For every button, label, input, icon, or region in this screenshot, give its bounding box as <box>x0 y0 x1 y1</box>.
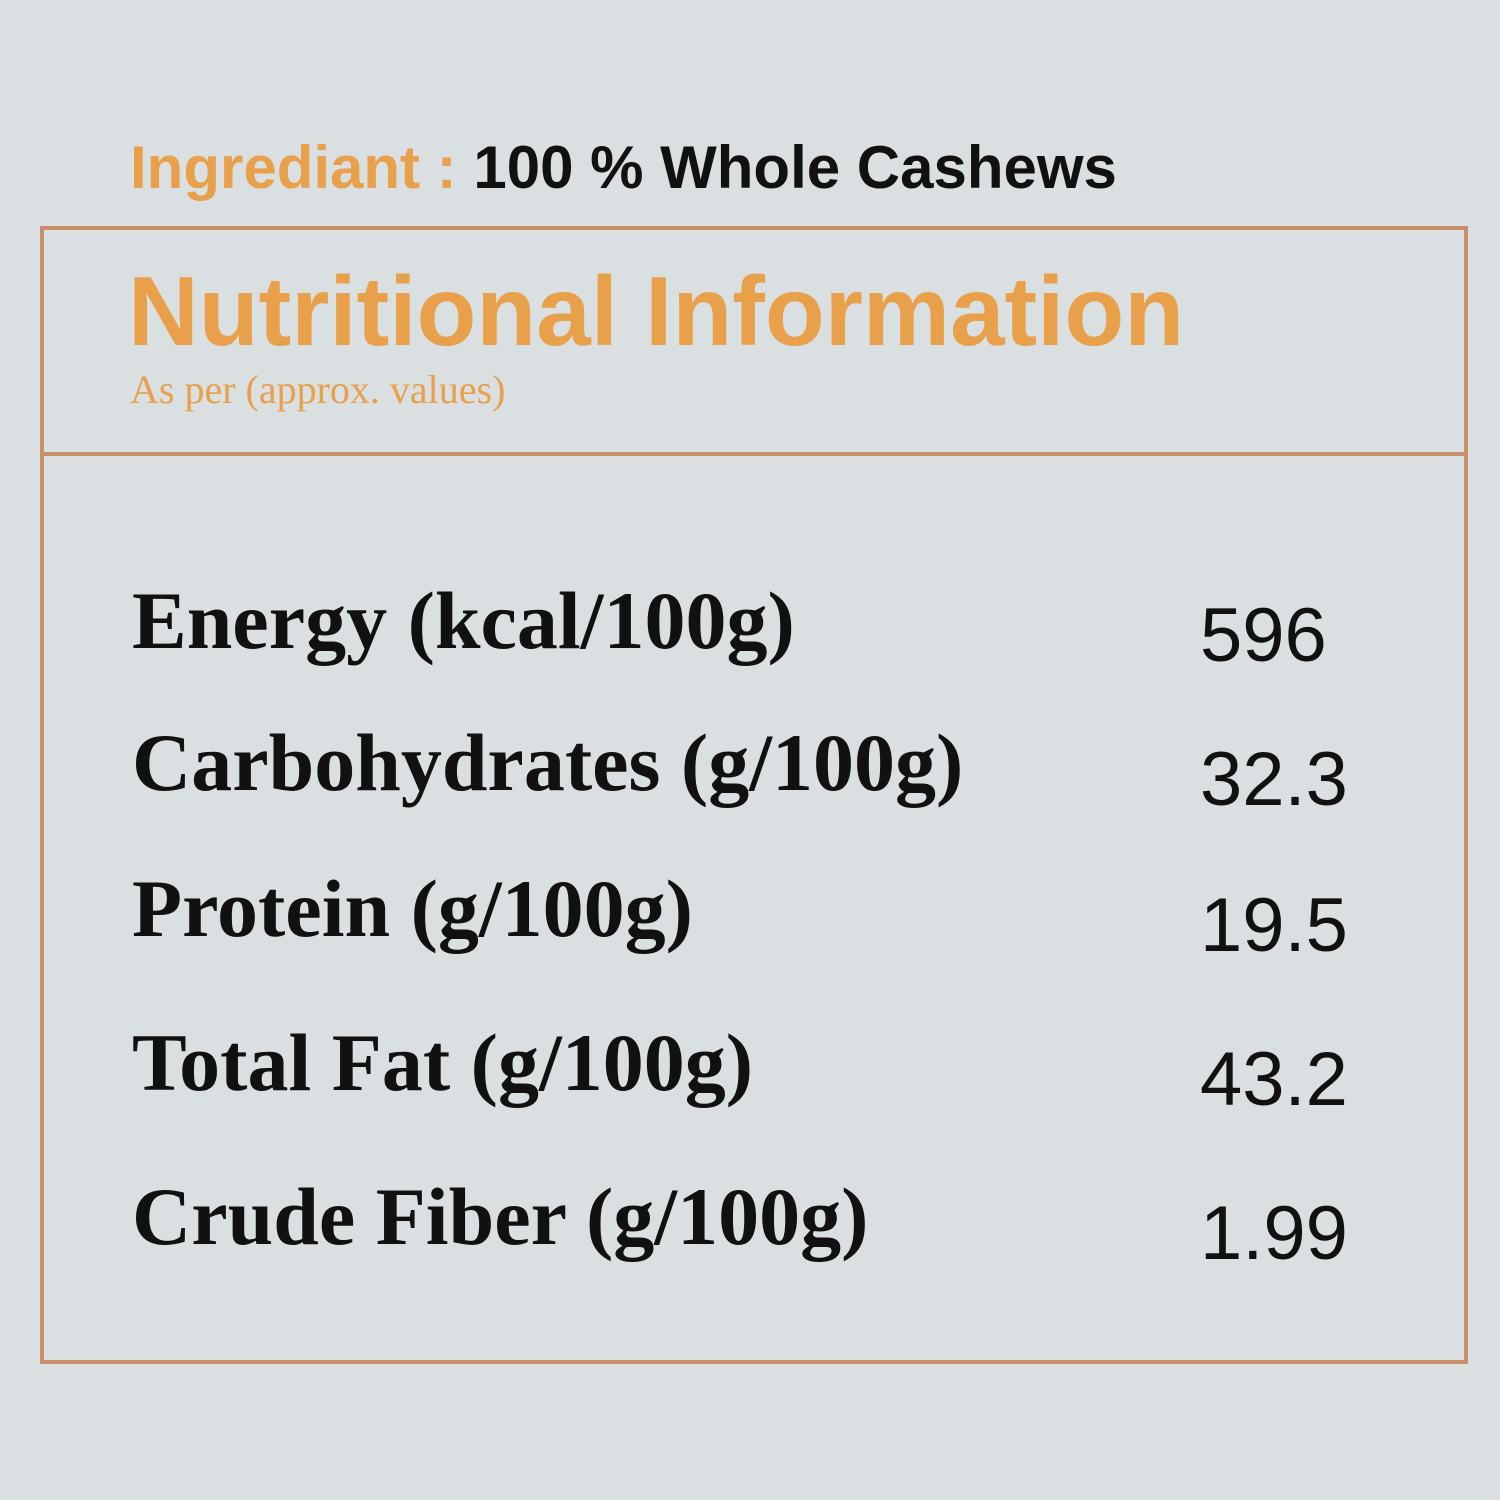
panel-divider <box>40 452 1468 456</box>
nutrient-value: 1.99 <box>1200 1191 1348 1276</box>
ingredient-line: Ingrediant : 100 % Whole Cashews <box>130 138 1117 198</box>
panel-border <box>40 226 1468 1364</box>
ingredient-label: Ingrediant : <box>130 134 457 201</box>
nutrient-value: 43.2 <box>1200 1037 1348 1122</box>
nutrient-name: Protein (g/100g) <box>132 863 693 954</box>
nutrient-value: 32.3 <box>1200 737 1348 822</box>
nutrient-name: Total Fat (g/100g) <box>132 1017 754 1108</box>
panel-subtitle: As per (approx. values) <box>130 367 506 412</box>
ingredient-value: 100 % Whole Cashews <box>473 134 1117 201</box>
nutrient-name: Crude Fiber (g/100g) <box>132 1171 869 1262</box>
panel-title: Nutritional Information <box>128 256 1185 366</box>
nutrient-name: Carbohydrates (g/100g) <box>132 717 964 808</box>
nutrient-value: 19.5 <box>1200 883 1348 968</box>
nutrient-name: Energy (kcal/100g) <box>132 575 795 666</box>
nutrient-value: 596 <box>1200 593 1327 678</box>
